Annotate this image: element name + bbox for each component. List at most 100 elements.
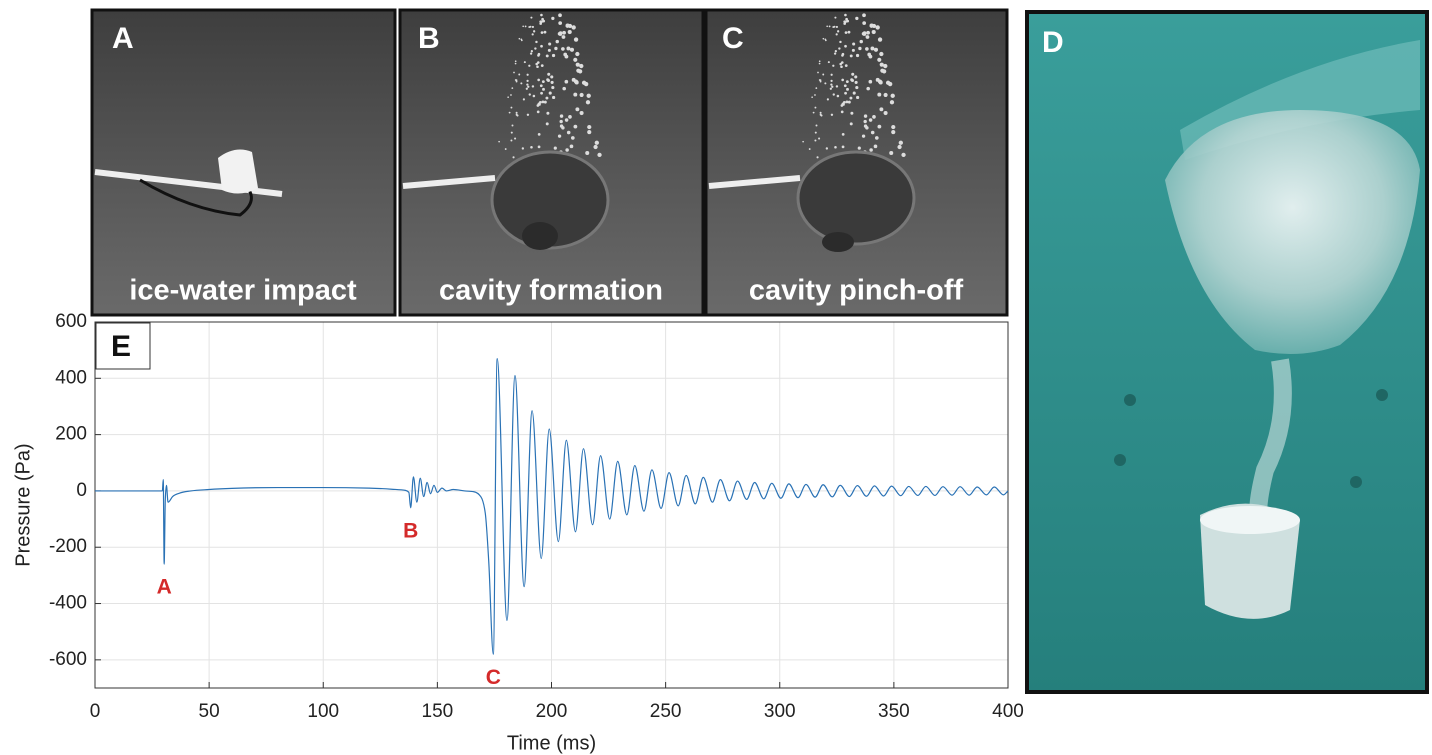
bubble <box>832 93 835 96</box>
bubble <box>835 33 838 36</box>
bubble <box>579 92 584 98</box>
bubble <box>826 25 829 28</box>
bubble <box>833 52 837 55</box>
bubble <box>557 134 562 138</box>
bubble <box>593 144 598 150</box>
bubble <box>879 62 884 67</box>
bubble <box>567 29 572 35</box>
bubble <box>877 57 882 62</box>
bubble <box>863 124 868 128</box>
bubble <box>869 148 873 152</box>
bubble <box>585 151 590 156</box>
bubble <box>540 31 544 34</box>
photo-a: A ice-water impact <box>90 8 397 317</box>
panel-label: E <box>111 330 131 363</box>
bubble <box>541 100 545 104</box>
bubble <box>834 50 837 53</box>
bubble <box>835 85 839 88</box>
bubble <box>564 79 569 84</box>
bubble <box>568 115 572 119</box>
bubble <box>889 100 895 105</box>
bubble <box>828 25 831 28</box>
bubble <box>890 93 895 98</box>
bubble <box>849 96 853 100</box>
bubble <box>534 47 537 50</box>
bubble <box>861 134 866 138</box>
bubble <box>815 124 818 127</box>
bubble <box>811 96 813 99</box>
bubble <box>863 119 867 124</box>
bubble <box>550 75 554 79</box>
bubble <box>539 20 542 23</box>
bubble <box>830 83 833 86</box>
bubble <box>880 68 885 73</box>
bubble <box>527 85 530 88</box>
bubble <box>522 98 525 101</box>
bubble <box>854 75 858 79</box>
bubble <box>814 131 817 134</box>
bubble <box>564 118 569 122</box>
bubble <box>873 47 879 52</box>
bubble <box>851 48 855 52</box>
bubble <box>530 50 533 53</box>
panel-caption: ice-water impact <box>129 275 357 307</box>
bubble <box>875 25 880 30</box>
bubble <box>516 114 519 117</box>
bubble <box>541 17 544 21</box>
y-tick-label: -200 <box>49 536 87 557</box>
bubble <box>586 93 591 98</box>
bubble <box>877 37 883 42</box>
bubble <box>536 110 540 114</box>
bubble <box>872 115 876 119</box>
x-axis-label: Time (ms) <box>507 732 596 754</box>
bubble <box>571 25 576 30</box>
bubble <box>845 100 849 104</box>
annotation: B <box>403 519 418 542</box>
bubble <box>508 111 511 114</box>
bubble <box>825 147 829 150</box>
bubble <box>836 94 840 98</box>
bubble <box>830 79 833 82</box>
bubble <box>861 31 866 36</box>
bubble <box>841 133 845 136</box>
bubble <box>570 136 575 140</box>
bubble <box>819 80 822 83</box>
bubble <box>511 124 514 127</box>
bubble <box>844 13 847 17</box>
y-tick-label: -400 <box>49 593 87 614</box>
bubble <box>545 122 549 126</box>
bubble <box>847 100 851 104</box>
bubble <box>504 148 507 150</box>
bubble <box>870 46 875 51</box>
chart: 0 50 100 150 200 250 300 350 400 -600 -400 -200 0 200… <box>12 311 1024 754</box>
bubble <box>511 87 514 89</box>
bubble <box>536 104 540 107</box>
bubble <box>852 42 856 46</box>
bubble <box>545 54 549 58</box>
bubble <box>558 21 563 25</box>
bubble <box>540 64 544 68</box>
bubble <box>531 25 535 29</box>
bubble <box>874 136 879 140</box>
bubble <box>531 33 534 36</box>
x-tick-label: 150 <box>422 701 454 722</box>
x-tick-label: 400 <box>992 701 1024 722</box>
x-tick-label: 0 <box>90 701 101 722</box>
bubble <box>819 111 822 114</box>
y-tick-label: -600 <box>49 649 87 670</box>
photo-c: C cavity pinch-off <box>704 8 1009 317</box>
bubble <box>537 54 540 57</box>
bubble <box>532 94 536 98</box>
bubble <box>887 81 893 87</box>
bubble <box>817 71 819 74</box>
bubble <box>832 64 835 67</box>
bubble <box>540 91 543 95</box>
bubble <box>535 40 538 44</box>
bubble <box>862 21 867 25</box>
panel-label: C <box>722 22 744 55</box>
bubble <box>863 114 868 118</box>
bubble <box>526 113 530 116</box>
bubble <box>851 72 855 76</box>
bubble <box>812 111 815 114</box>
bubble <box>526 83 529 86</box>
